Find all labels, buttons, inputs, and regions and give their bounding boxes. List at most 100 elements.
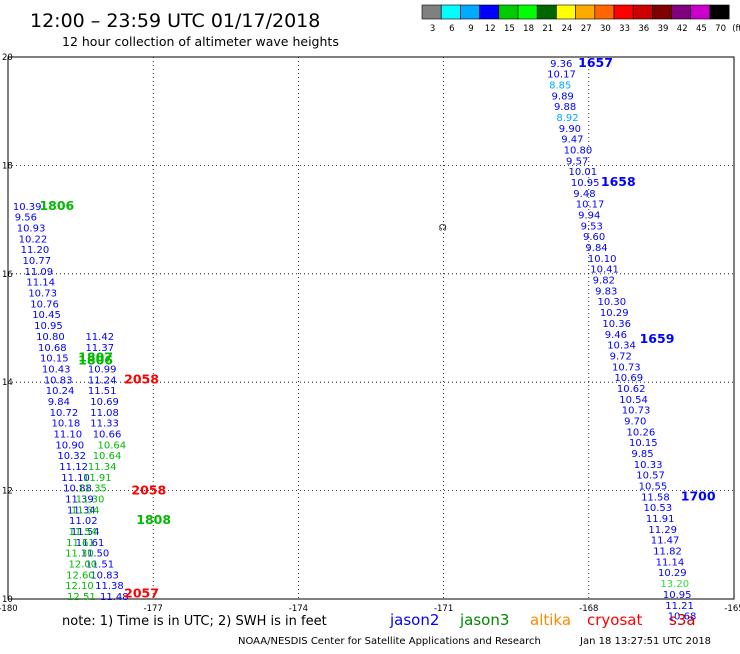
swh-reading-jason2: 9.82 — [593, 276, 615, 287]
pass-time-label: 1657 — [578, 55, 613, 70]
satellite-label-altika: altika — [530, 611, 571, 629]
swh-reading-jason2: 11.10 — [53, 429, 82, 440]
swh-reading-jason2: 10.17 — [576, 200, 605, 211]
swh-reading-jason2: 10.69 — [614, 373, 643, 384]
swh-reading-jason2: 10.90 — [55, 440, 84, 451]
legend-label: 21 — [542, 24, 553, 34]
legend-swatch — [460, 4, 480, 20]
swh-reading-jason2: 13.20 — [660, 579, 689, 590]
pass-time-label: 1807 — [78, 350, 113, 365]
legend-label: 24 — [562, 24, 573, 34]
swh-reading-jason2: 11.20 — [21, 245, 50, 256]
swh-reading-jason2: 10.80 — [564, 145, 593, 156]
generated-timestamp: Jan 18 13:27:51 UTC 2018 — [579, 636, 711, 647]
swh-reading-jason2: 11.50 — [81, 549, 110, 560]
legend-swatch — [671, 4, 692, 20]
island-marker-icon: ☊ — [439, 223, 447, 233]
legend-label: 45 — [696, 24, 707, 34]
swh-reading-jason2: 10.01 — [568, 167, 597, 178]
swh-reading-jason2: 9.57 — [566, 156, 588, 167]
swh-reading-jason2: 11.21 — [665, 601, 694, 612]
swh-reading-jason2: 10.18 — [52, 419, 81, 430]
map-title: 12:00 – 23:59 UTC 01/17/2018 — [30, 10, 320, 32]
swh-reading-jason2: 10.53 — [643, 503, 672, 514]
swh-reading-jason3: 11.30 — [76, 495, 105, 506]
legend-swatch — [440, 4, 461, 20]
swh-reading-jason2: 9.36 — [550, 59, 572, 70]
y-tick-label: 20 — [2, 53, 13, 63]
swh-reading-jason2: 10.34 — [607, 341, 636, 352]
swh-reading-jason3: 11.91 — [83, 473, 112, 484]
legend-swatch — [690, 4, 711, 20]
legend-unit: (ft) — [732, 24, 740, 34]
pass-time-label: 1806 — [39, 198, 74, 213]
swh-reading-jason2: 11.54 — [71, 527, 100, 538]
swh-reading-jason2: 11.38 — [95, 581, 124, 592]
swh-reading-jason2: 11.29 — [648, 525, 677, 536]
swh-reading-jason2: 10.39 — [13, 202, 42, 213]
swh-reading-jason3: 12.51 — [67, 592, 96, 603]
swh-reading-jason3: 12.60 — [66, 570, 95, 581]
swh-reading-jason2: 9.83 — [595, 286, 617, 297]
legend-swatch — [421, 4, 442, 20]
satellite-label-cryosat: cryosat — [587, 611, 642, 629]
swh-reading-jason2: 11.14 — [26, 278, 55, 289]
swh-reading-jason2: 9.89 — [552, 91, 574, 102]
swh-reading-jason2: 10.88 — [63, 484, 92, 495]
swh-reading-jason2: 10.73 — [612, 362, 641, 373]
x-tick-label: -165 — [724, 604, 740, 614]
swh-reading-jason2: 9.84 — [48, 397, 70, 408]
lat-lon-grid — [8, 57, 734, 599]
legend-label: 12 — [485, 24, 496, 34]
y-tick-label: 10 — [2, 595, 13, 605]
swh-reading-jason2: 10.15 — [40, 354, 69, 365]
swh-reading-jason2: 9.47 — [561, 135, 583, 146]
legend-label: 39 — [658, 24, 669, 34]
x-tick-labels: -180 -177 -174 -171 -168 -165 — [0, 604, 740, 614]
swh-reading-jason2: 10.76 — [30, 299, 59, 310]
swh-reading-jason2: 11.24 — [88, 375, 117, 386]
legend-swatch — [575, 4, 596, 20]
swh-reading-jason2: 10.72 — [50, 408, 79, 419]
swh-reading-jason2: 11.37 — [85, 343, 114, 354]
swh-reading-jason2: 10.95 — [571, 178, 600, 189]
swh-reading-jason2: 11.09 — [24, 267, 53, 278]
pass-time-label: 1700 — [681, 488, 716, 503]
swh-reading-jason2: 9.53 — [581, 221, 603, 232]
swh-reading-jason2: 9.60 — [583, 232, 605, 243]
swh-reading-jason2: 11.61 — [76, 538, 105, 549]
swh-reading-jason2: 10.83 — [90, 570, 119, 581]
swh-reading-jason2: 10.73 — [622, 406, 651, 417]
satellite-label-jason3: jason3 — [459, 611, 509, 629]
swh-reading-jason2: 11.02 — [69, 516, 98, 527]
legend-label: 33 — [619, 24, 630, 34]
swh-reading-jason2: 10.24 — [46, 386, 75, 397]
legend-swatch — [536, 4, 557, 20]
swh-reading-jason2: 10.45 — [32, 310, 61, 321]
legend-label: 27 — [581, 24, 592, 34]
legend-swatch — [556, 4, 576, 20]
swh-reading-jason2: 10.26 — [627, 427, 656, 438]
pass-time-label: 2058 — [131, 482, 166, 497]
swh-reading-jason2: 11.82 — [653, 547, 682, 558]
swh-reading-jason2: 10.17 — [547, 70, 576, 81]
plot-area: 20 18 16 14 12 10 -180 -177 -174 -171 -168 -165 9.… — [0, 53, 740, 623]
swh-reading-jason3: 10.64 — [98, 440, 127, 451]
swh-reading-jason2: 11.47 — [651, 536, 680, 547]
swh-reading-jason2: 11.42 — [85, 332, 114, 343]
footer-note: note: 1) Time is in UTC; 2) SWH is in fe… — [62, 614, 327, 629]
legend-label: 9 — [468, 24, 473, 34]
legend-swatch — [498, 4, 519, 20]
swh-reading-jason2: 10.73 — [28, 289, 57, 300]
swh-reading-jason3: 12.10 — [65, 581, 94, 592]
y-tick-label: 18 — [2, 161, 13, 171]
y-tick-label: 12 — [2, 487, 13, 497]
credit-line: NOAA/NESDIS Center for Satellite Applica… — [238, 636, 541, 647]
swh-reading-jason2: 9.46 — [605, 330, 627, 341]
swh-reading-jason3: 11.34 — [88, 462, 117, 473]
swh-reading-jason2: 10.10 — [588, 254, 617, 265]
map-subtitle: 12 hour collection of altimeter wave hei… — [62, 34, 339, 49]
